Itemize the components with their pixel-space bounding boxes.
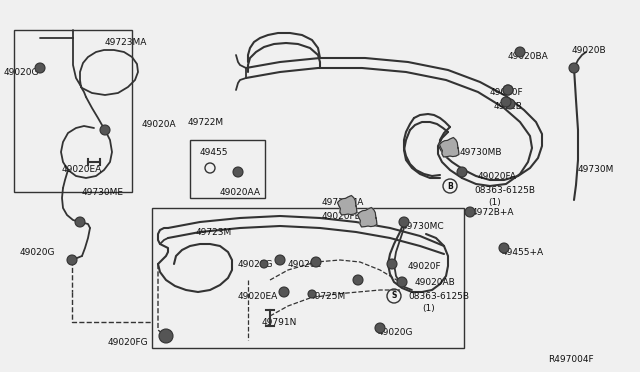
Circle shape <box>569 63 579 73</box>
Text: 49020FE: 49020FE <box>322 212 361 221</box>
Circle shape <box>375 323 385 333</box>
Circle shape <box>503 85 513 95</box>
Circle shape <box>457 167 467 177</box>
Text: S: S <box>391 292 397 301</box>
Text: 49020F: 49020F <box>408 262 442 271</box>
Text: 49730M: 49730M <box>578 165 614 174</box>
Polygon shape <box>337 196 357 215</box>
Text: 49020FG: 49020FG <box>108 338 148 347</box>
Circle shape <box>465 207 475 217</box>
Circle shape <box>353 275 363 285</box>
Text: 08363-6125B: 08363-6125B <box>474 186 535 195</box>
Circle shape <box>67 255 77 265</box>
Text: 49455: 49455 <box>200 148 228 157</box>
Circle shape <box>501 97 511 107</box>
Text: 49732MA: 49732MA <box>322 198 364 207</box>
Text: 49020BA: 49020BA <box>508 52 548 61</box>
Text: R497004F: R497004F <box>548 355 594 364</box>
Circle shape <box>260 260 268 268</box>
Text: 49020B: 49020B <box>572 46 607 55</box>
Text: 49020EA: 49020EA <box>238 292 278 301</box>
Circle shape <box>279 287 289 297</box>
Circle shape <box>75 217 85 227</box>
Text: 49020E: 49020E <box>288 260 322 269</box>
Circle shape <box>311 257 321 267</box>
Text: 49730MC: 49730MC <box>402 222 445 231</box>
Circle shape <box>505 99 515 109</box>
Text: 49020AB: 49020AB <box>415 278 456 287</box>
Text: 49455+A: 49455+A <box>502 248 544 257</box>
Text: 49730MB: 49730MB <box>460 148 502 157</box>
Text: 4972B: 4972B <box>494 102 523 111</box>
Circle shape <box>399 217 409 227</box>
Text: 49020FA: 49020FA <box>478 172 517 181</box>
Text: 49791N: 49791N <box>262 318 298 327</box>
Bar <box>190 140 265 198</box>
Text: 49722M: 49722M <box>188 118 224 127</box>
Text: 49725M: 49725M <box>310 292 346 301</box>
Circle shape <box>499 243 509 253</box>
Text: 49730ME: 49730ME <box>82 188 124 197</box>
Text: 49723MA: 49723MA <box>105 38 147 47</box>
Circle shape <box>387 259 397 269</box>
Circle shape <box>503 85 513 95</box>
Text: 49020EA: 49020EA <box>62 165 102 174</box>
Text: (1): (1) <box>422 304 435 313</box>
Polygon shape <box>358 208 377 227</box>
Circle shape <box>397 277 407 287</box>
Circle shape <box>275 255 285 265</box>
Text: 49723M: 49723M <box>196 228 232 237</box>
Polygon shape <box>440 138 459 157</box>
Circle shape <box>100 125 110 135</box>
Bar <box>152 208 464 348</box>
Circle shape <box>233 167 243 177</box>
Text: 49020AA: 49020AA <box>220 188 261 197</box>
Circle shape <box>35 63 45 73</box>
Text: 49020F: 49020F <box>490 88 524 97</box>
Text: 49020A: 49020A <box>142 120 177 129</box>
Bar <box>14 30 132 192</box>
Text: 4972B+A: 4972B+A <box>472 208 515 217</box>
Text: 49020G: 49020G <box>20 248 56 257</box>
Text: 49020G: 49020G <box>238 260 273 269</box>
Text: (1): (1) <box>488 198 500 207</box>
Circle shape <box>515 47 525 57</box>
Text: 49020G: 49020G <box>378 328 413 337</box>
Circle shape <box>159 329 173 343</box>
Text: 49020G: 49020G <box>4 68 40 77</box>
Text: B: B <box>447 182 453 190</box>
Circle shape <box>308 290 316 298</box>
Text: 08363-6125B: 08363-6125B <box>408 292 469 301</box>
